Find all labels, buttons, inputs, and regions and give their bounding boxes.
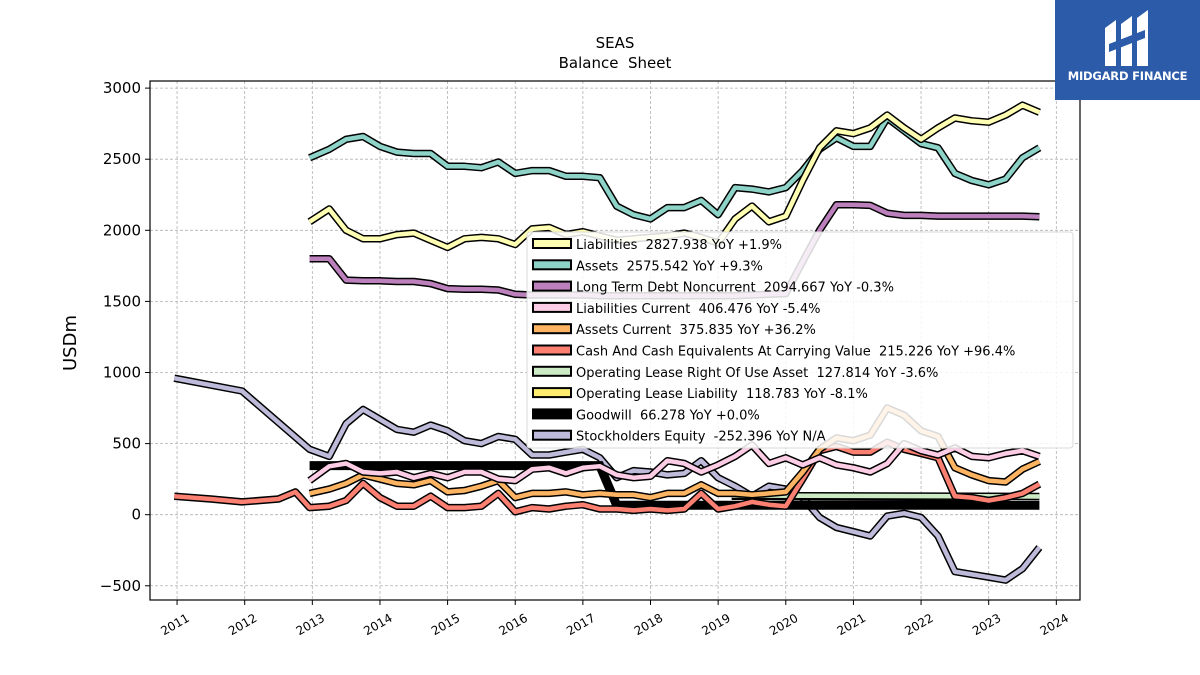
chart-title: SEAS bbox=[596, 34, 635, 52]
legend-label: Operating Lease Liability 118.783 YoY -8… bbox=[576, 387, 868, 402]
series-line bbox=[309, 461, 1040, 510]
series-layer bbox=[173, 101, 1043, 584]
x-tick-label: 2020 bbox=[767, 611, 800, 638]
legend-swatch bbox=[532, 301, 572, 313]
legend-label: Liabilities Current 406.476 YoY -5.4% bbox=[576, 302, 820, 317]
legend-label: Liabilities 2827.938 YoY +1.9% bbox=[576, 238, 782, 253]
legend-label: Assets 2575.542 YoY +9.3% bbox=[576, 259, 763, 274]
x-tick-label: 2018 bbox=[632, 611, 665, 638]
legend-swatch bbox=[532, 259, 572, 271]
logo-text: MIDGARD FINANCE bbox=[1067, 69, 1188, 83]
legend-label: Cash And Cash Equivalents At Carrying Va… bbox=[576, 345, 1015, 360]
series-line bbox=[308, 441, 1041, 483]
legend-label: Goodwill 66.278 YoY +0.0% bbox=[576, 408, 760, 423]
legend-box bbox=[526, 231, 1074, 449]
legend-swatch bbox=[532, 408, 572, 420]
plot-frame bbox=[149, 80, 1081, 601]
x-tick-label: 2016 bbox=[497, 611, 530, 638]
midgard-finance-logo: MIDGARD FINANCE bbox=[1055, 0, 1200, 100]
legend-label: Operating Lease Right Of Use Asset 127.8… bbox=[576, 366, 938, 381]
y-tick-label: 500 bbox=[112, 435, 141, 453]
y-tick-label: 2500 bbox=[103, 150, 141, 168]
x-tick-label: 2021 bbox=[835, 611, 868, 638]
y-tick-label: 0 bbox=[131, 506, 141, 524]
x-tick-label: 2019 bbox=[699, 611, 732, 638]
legend-label: Assets Current 375.835 YoY +36.2% bbox=[576, 323, 816, 338]
x-tick-label: 2023 bbox=[970, 611, 1003, 638]
y-tick-label: −500 bbox=[100, 577, 141, 595]
x-tick-label: 2015 bbox=[429, 611, 462, 638]
legend-label: Long Term Debt Noncurrent 2094.667 YoY -… bbox=[576, 281, 894, 296]
y-tick-label: 3000 bbox=[103, 79, 141, 97]
x-tick-label: 2014 bbox=[361, 611, 394, 638]
y-tick-label: 1500 bbox=[103, 292, 141, 310]
x-tick-label: 2013 bbox=[294, 611, 327, 638]
y-tick-label: 1000 bbox=[103, 363, 141, 381]
y-axis-label: USDm bbox=[60, 315, 81, 371]
x-tick-label: 2022 bbox=[902, 611, 935, 638]
x-tick-label: 2024 bbox=[1038, 611, 1071, 638]
legend-label: Stockholders Equity -252.396 YoY N/A bbox=[576, 430, 826, 445]
legend-swatch bbox=[532, 238, 572, 249]
y-tick-label: 2000 bbox=[103, 221, 141, 239]
legend: Liabilities 2827.938 YoY +1.9% Assets 257… bbox=[526, 231, 1074, 449]
x-tick-label: 2017 bbox=[564, 611, 597, 638]
legend-swatch bbox=[532, 323, 572, 335]
legend-swatch bbox=[532, 365, 572, 377]
logo-mark-icon bbox=[1105, 10, 1148, 66]
series-outline bbox=[307, 101, 1041, 252]
x-tick-label: 2012 bbox=[226, 611, 259, 638]
legend-swatch bbox=[532, 344, 572, 356]
x-tick-label: 2011 bbox=[158, 611, 191, 638]
legend-swatch bbox=[532, 429, 572, 441]
legend-swatch bbox=[532, 387, 572, 399]
legend-swatch bbox=[532, 280, 572, 292]
chart-subtitle: Balance Sheet bbox=[559, 54, 672, 72]
series-line bbox=[308, 102, 1041, 250]
